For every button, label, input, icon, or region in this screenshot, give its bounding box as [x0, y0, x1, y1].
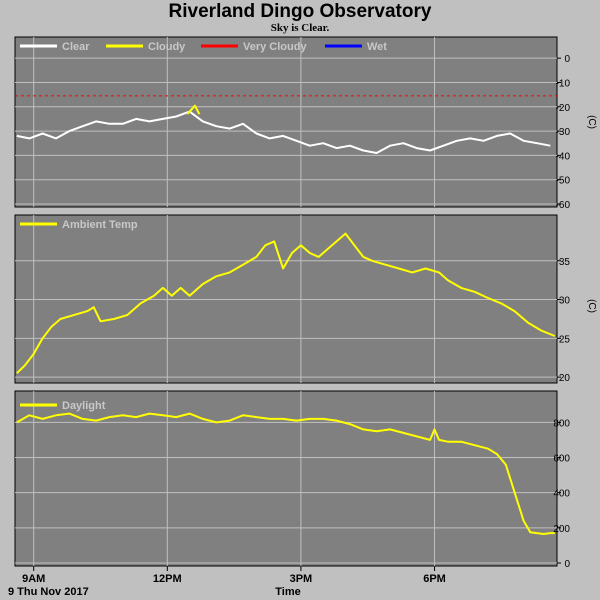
y-tick-label: 35	[559, 257, 571, 268]
legend-clear-label: Clear	[62, 41, 90, 53]
y-tick-label: -20	[556, 103, 571, 114]
sky-status-subtitle: Sky is Clear.	[270, 22, 330, 34]
y-tick-label: -50	[556, 176, 571, 187]
y-tick-label: -60	[556, 200, 571, 211]
y-tick-label: 0	[564, 54, 570, 65]
y-tick-label: -30	[556, 127, 571, 138]
x-tick-label: 3PM	[290, 573, 313, 585]
y-tick-label: 600	[553, 454, 570, 465]
y-tick-label: -40	[556, 151, 571, 162]
y-tick-label: -10	[556, 78, 571, 89]
date-label: 9 Thu Nov 2017	[8, 586, 89, 598]
x-tick-label: 9AM	[22, 573, 45, 585]
x-axis-title: Time	[275, 586, 300, 598]
sky-y-axis-unit: (C)	[586, 115, 597, 129]
series-line-clear	[16, 110, 551, 154]
y-tick-label: 30	[559, 296, 571, 307]
y-tick-label: 400	[553, 489, 570, 500]
x-tick-label: 6PM	[423, 573, 446, 585]
daylight-panel-background	[14, 390, 558, 567]
daylight-panel: 0 200 400 600 800 Daylight	[14, 390, 570, 570]
temp-panel-background	[14, 214, 558, 384]
y-tick-label: 20	[559, 373, 571, 384]
legend-ambient-temp-label: Ambient Temp	[62, 219, 138, 231]
y-tick-label: 25	[559, 334, 571, 345]
sky-panel-background	[14, 36, 558, 208]
temp-y-axis-unit: (C)	[586, 299, 597, 313]
y-tick-label: 0	[564, 559, 570, 570]
legend-daylight-label: Daylight	[62, 400, 106, 412]
ambient-temp-panel: 20 25 30 35 Ambient Temp (C)	[14, 214, 597, 384]
y-tick-label: 800	[553, 418, 570, 429]
series-line-daylight	[16, 412, 555, 535]
series-line-ambient-temp	[16, 232, 556, 374]
sky-legend: Clear Cloudy Very Cloudy Wet	[20, 41, 387, 53]
legend-very-cloudy-label: Very Cloudy	[243, 41, 307, 53]
legend-cloudy-label: Cloudy	[148, 41, 186, 53]
page-title: Riverland Dingo Observatory	[168, 1, 432, 22]
sky-condition-panel: 0 -10 -20 -30 -40 -50 -60 Clear Cloudy Very Cl…	[14, 36, 597, 211]
series-line-cloudy	[186, 104, 201, 115]
x-tick-label: 12PM	[153, 573, 182, 585]
legend-wet-label: Wet	[367, 41, 387, 53]
y-tick-label: 200	[553, 524, 570, 535]
